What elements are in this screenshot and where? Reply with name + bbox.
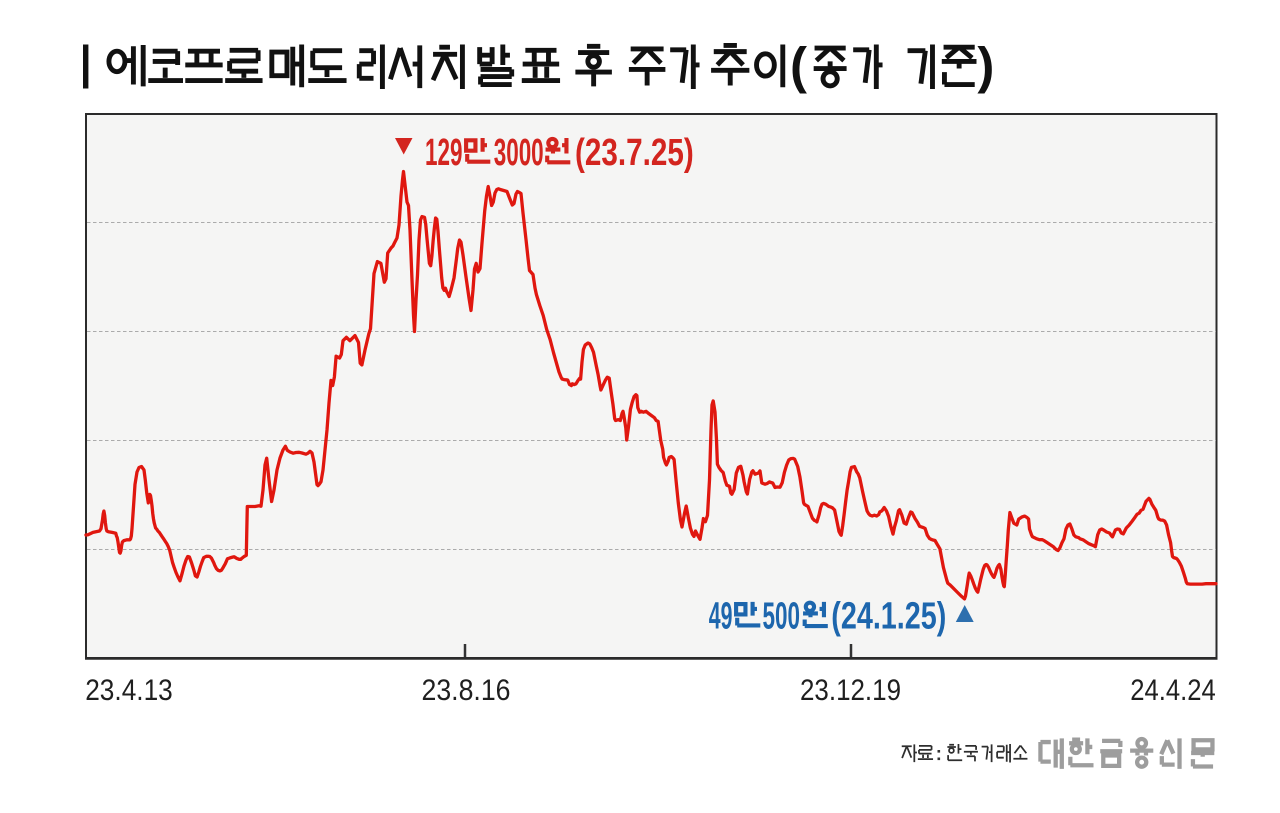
svg-text:23.12.19: 23.12.19 <box>800 674 901 707</box>
svg-text:(: ( <box>790 37 807 94</box>
svg-text:49: 49 <box>709 596 733 638</box>
svg-text:500: 500 <box>763 596 801 638</box>
svg-text:): ) <box>977 37 994 94</box>
svg-text:129: 129 <box>425 132 463 174</box>
svg-text:(23.7.25): (23.7.25) <box>575 132 694 174</box>
svg-text:(24.1.25): (24.1.25) <box>831 596 946 638</box>
svg-text:3000: 3000 <box>494 132 544 174</box>
svg-text:23.8.16: 23.8.16 <box>422 674 511 707</box>
svg-text:24.4.24: 24.4.24 <box>1130 674 1216 707</box>
svg-text:23.4.13: 23.4.13 <box>85 674 173 707</box>
